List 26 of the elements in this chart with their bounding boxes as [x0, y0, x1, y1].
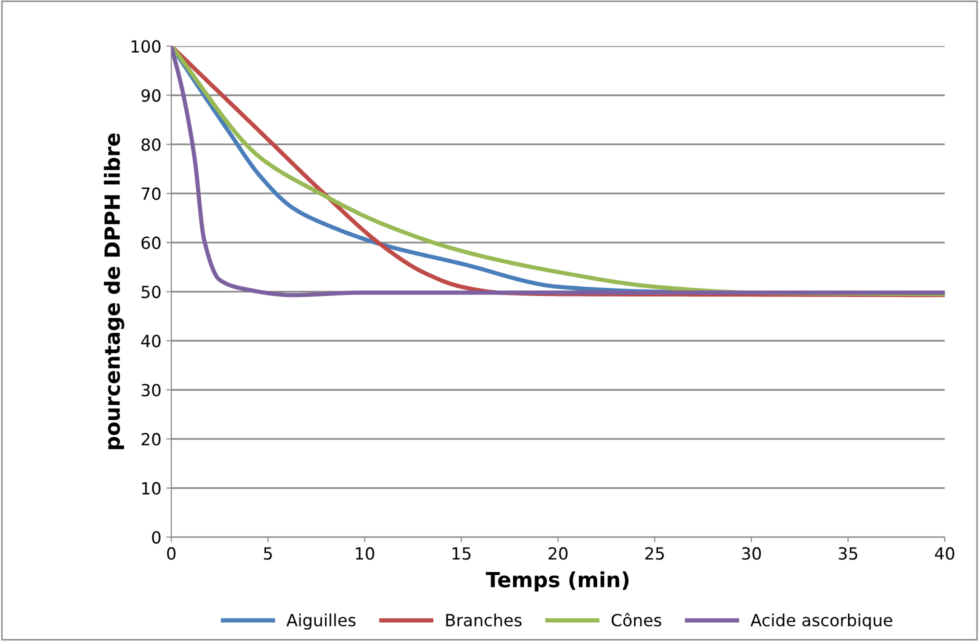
- x-tick-label: 0: [167, 547, 176, 560]
- legend-label: Branches: [446, 614, 522, 626]
- x-tick-label: 40: [934, 547, 954, 560]
- x-tick-label: 25: [645, 547, 664, 560]
- y-tick-label: 0: [152, 531, 160, 544]
- legend-label: Aiguilles: [286, 614, 356, 630]
- y-tick-label: 70: [142, 187, 160, 200]
- legend-label: Acide ascorbique: [750, 614, 892, 630]
- y-tick-label: 60: [142, 236, 160, 250]
- x-axis-title: Temps (min): [486, 571, 629, 592]
- y-axis-title: pourcentage de DPPH libre: [104, 133, 124, 450]
- y-tick-label: 20: [142, 432, 160, 446]
- y-tick-label: 40: [141, 334, 160, 348]
- y-tick-label: 30: [142, 384, 160, 396]
- y-tick-label: 10: [142, 482, 160, 495]
- x-tick-label: 5: [264, 547, 272, 560]
- x-tick-label: 30: [742, 547, 761, 560]
- x-tick-label: 35: [838, 547, 858, 560]
- y-tick-label: 80: [142, 138, 160, 151]
- x-tick-label: 15: [452, 547, 470, 560]
- y-tick-label: 100: [132, 40, 160, 53]
- y-tick-label: 90: [141, 89, 160, 102]
- legend-label: Cônes: [612, 612, 662, 626]
- x-tick-label: 20: [548, 547, 568, 560]
- y-tick-label: 50: [142, 286, 160, 298]
- x-tick-label: 10: [356, 547, 374, 560]
